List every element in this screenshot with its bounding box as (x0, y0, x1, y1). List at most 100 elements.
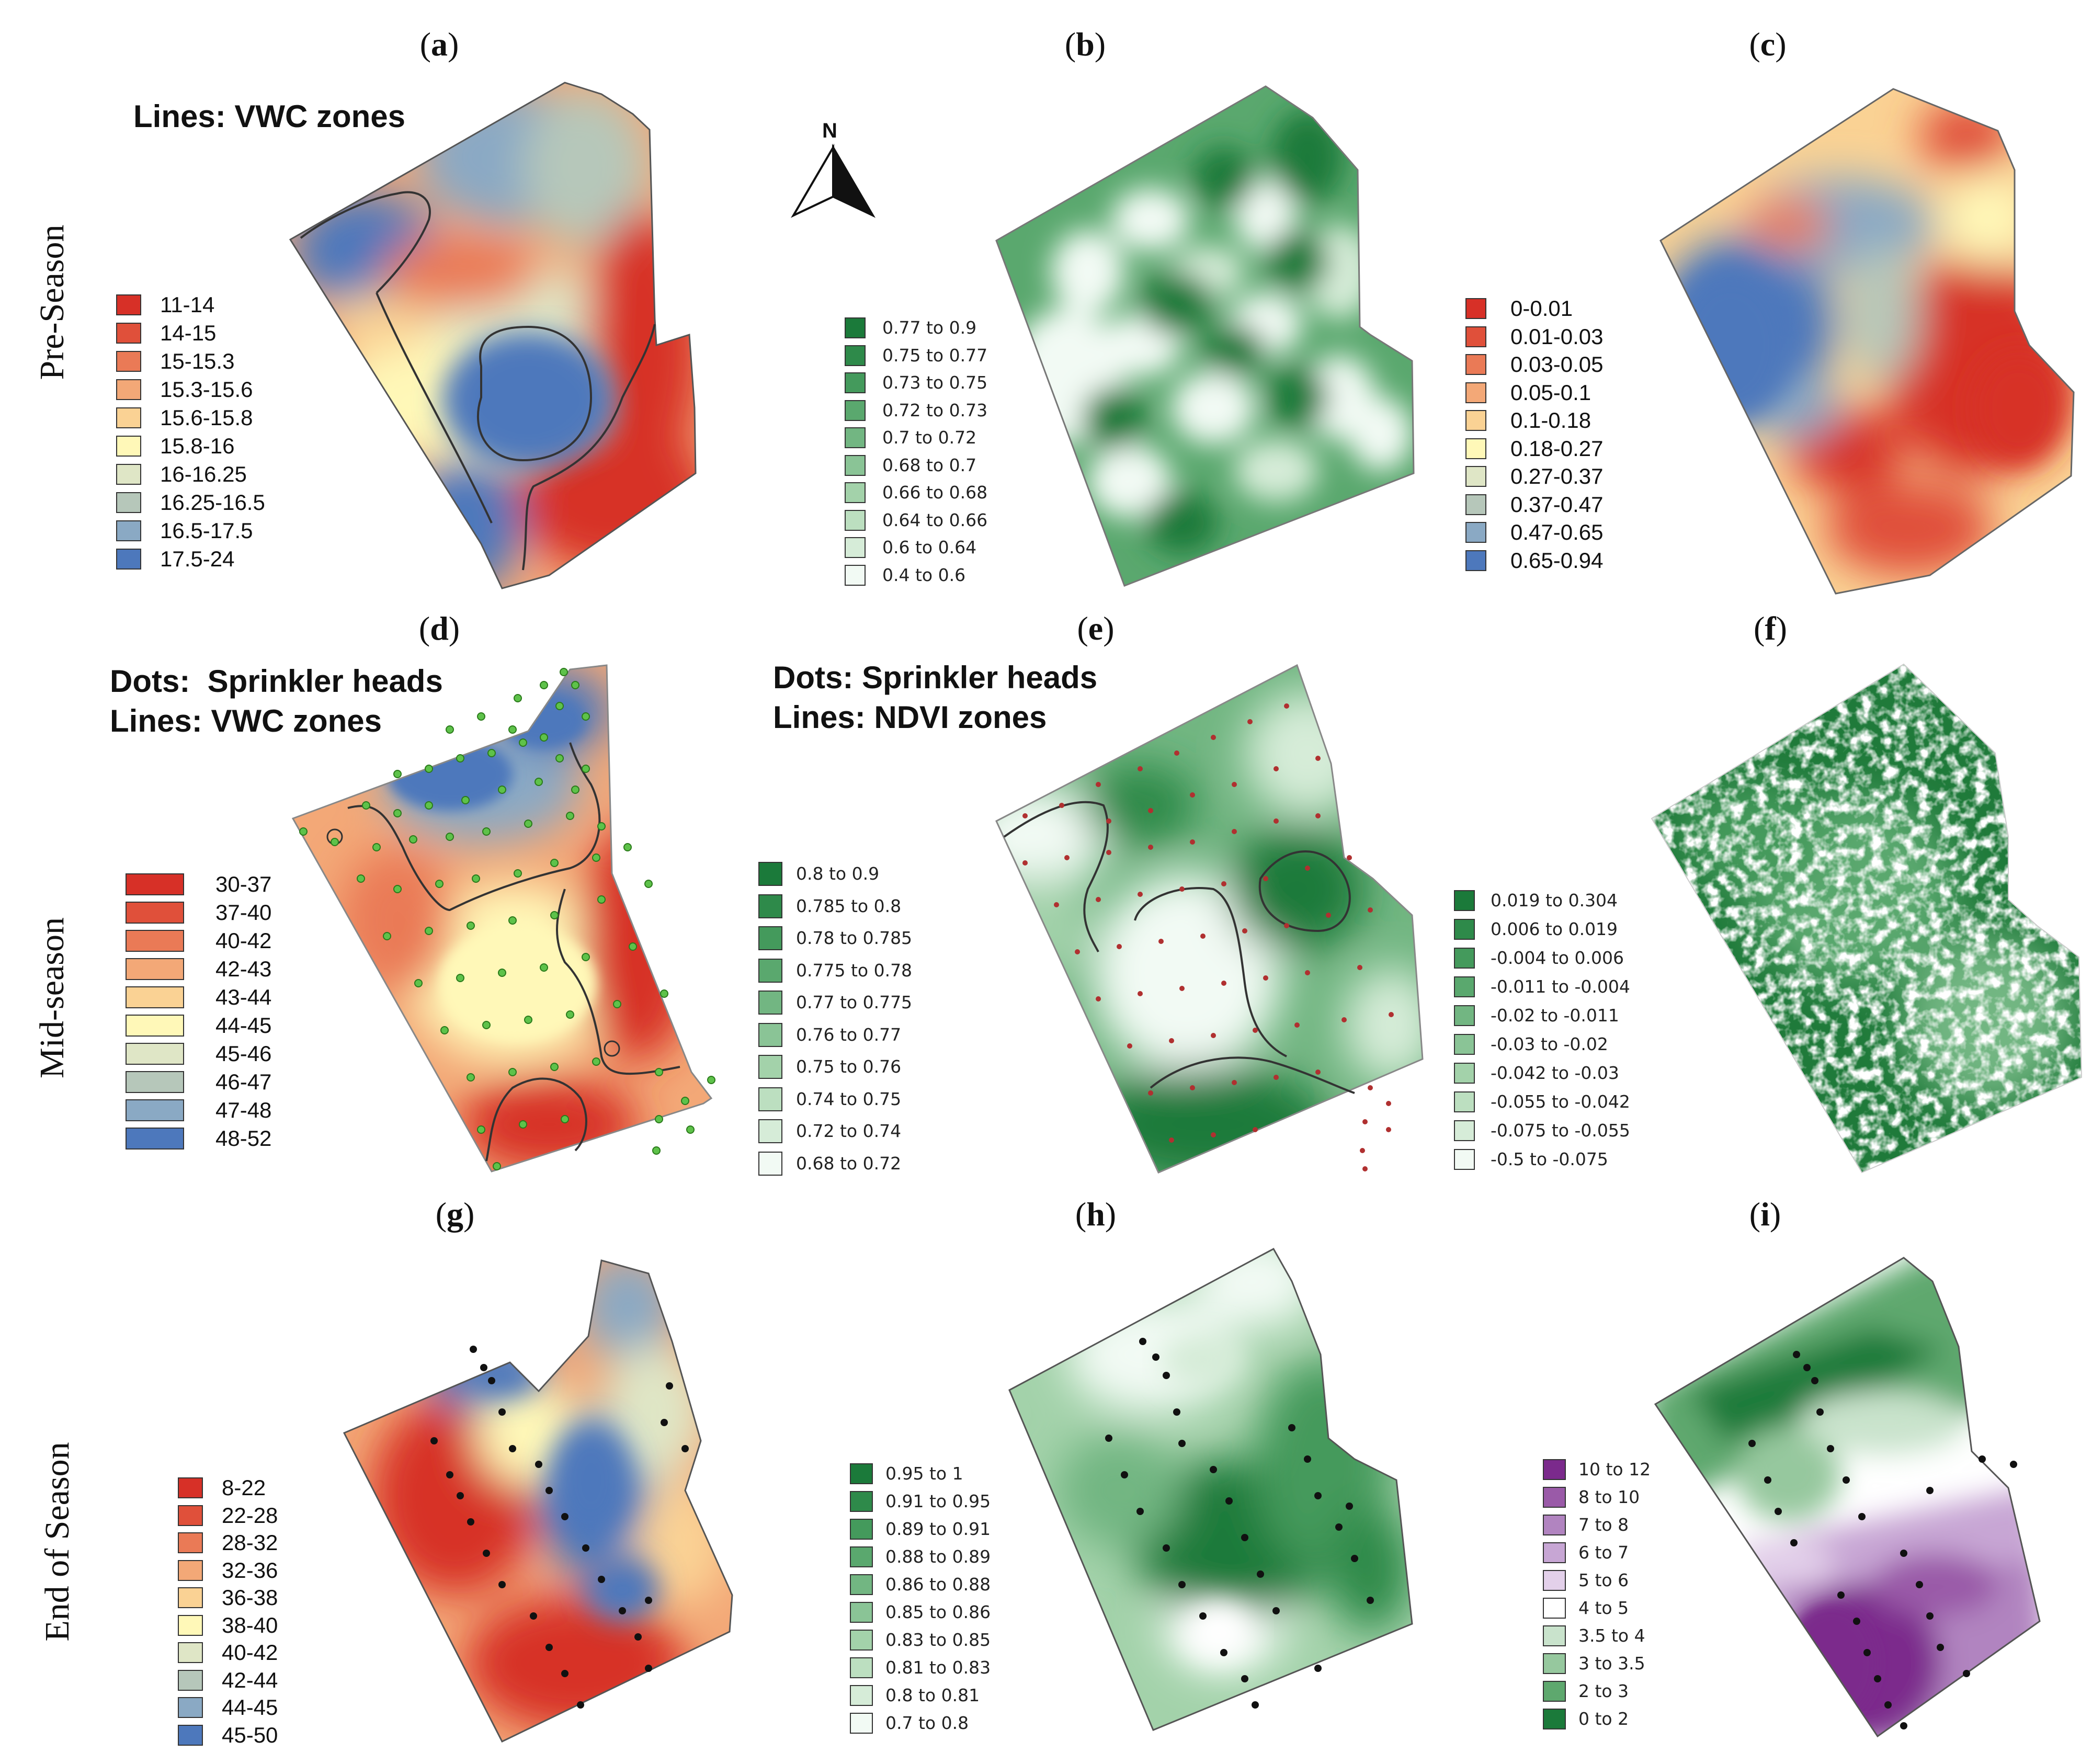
legend-e-swatch (758, 926, 782, 950)
legend-i-label: 4 to 5 (1578, 1598, 1629, 1618)
legend-g-swatch (178, 1560, 203, 1581)
legend-c-swatch (1465, 466, 1486, 487)
legend-a-swatch (116, 436, 141, 457)
legend-a-label: 15.8-16 (160, 434, 235, 458)
legend-i-swatch (1543, 1598, 1566, 1619)
legend-g-swatch (178, 1532, 203, 1553)
legend-f-label: -0.011 to -0.004 (1491, 976, 1630, 997)
legend-i-label: 2 to 3 (1578, 1681, 1629, 1701)
panel-label-i: (i) (1749, 1196, 1781, 1233)
legend-f-label: 0.006 to 0.019 (1491, 919, 1618, 939)
legend-e-label: 0.8 to 0.9 (796, 863, 880, 884)
legend-f-label: -0.5 to -0.075 (1491, 1149, 1608, 1169)
legend-g-swatch (178, 1477, 203, 1498)
legend-c-label: 0.01-0.03 (1510, 324, 1604, 349)
legend-g-swatch (178, 1505, 203, 1526)
legend-f-swatch (1454, 976, 1475, 997)
legend-b-swatch (845, 427, 866, 448)
legend-i-swatch (1543, 1681, 1566, 1702)
legend-c-label: 0.27-0.37 (1510, 464, 1604, 488)
legend-b-swatch (845, 509, 866, 531)
legend-i-swatch (1543, 1570, 1566, 1591)
legend-f-swatch (1454, 1091, 1475, 1112)
legend-d-label: 30-37 (215, 872, 272, 896)
legend-f-label: -0.03 to -0.02 (1491, 1034, 1608, 1054)
legend-b-swatch (845, 482, 866, 503)
legend-h-label: 0.91 to 0.95 (885, 1491, 991, 1511)
legend-f-swatch (1454, 1149, 1475, 1170)
annotation-e-dots: Dots: Sprinkler heads (773, 660, 1098, 695)
legend-g-swatch (178, 1614, 203, 1636)
legend-e-swatch (758, 862, 782, 886)
legend-b-swatch (845, 537, 866, 558)
legend-g-label: 28-32 (222, 1530, 278, 1555)
legend-g-swatch (178, 1587, 203, 1608)
legend-e-label: 0.77 to 0.775 (796, 992, 913, 1012)
panel-label-b: (b) (1064, 26, 1106, 63)
legend-h-swatch (850, 1657, 873, 1678)
legend-c-swatch (1465, 326, 1486, 347)
legend-b-label: 0.68 to 0.7 (882, 454, 977, 475)
legend-h-swatch (850, 1685, 873, 1706)
legend-f-label: -0.075 to -0.055 (1491, 1120, 1630, 1141)
legend-i-swatch (1543, 1653, 1566, 1674)
legend-d-swatch (126, 958, 184, 980)
legend-b-label: 0.75 to 0.77 (882, 345, 988, 366)
legend-d-swatch (126, 1128, 184, 1150)
panel-label-h: (h) (1075, 1196, 1117, 1233)
legend-h-label: 0.89 to 0.91 (885, 1519, 991, 1539)
legend-e-label: 0.75 to 0.76 (796, 1056, 902, 1077)
legend-d-swatch (126, 1043, 184, 1065)
legend-c-swatch (1465, 494, 1486, 515)
legend-f-swatch (1454, 1005, 1475, 1026)
legend-h-label: 0.85 to 0.86 (885, 1602, 991, 1622)
legend-a-label: 16.5-17.5 (160, 518, 253, 543)
panel-label-f: (f) (1754, 610, 1787, 647)
legend-a-label: 15.3-15.6 (160, 377, 253, 402)
legend-f-label: -0.055 to -0.042 (1491, 1091, 1630, 1112)
legend-b-swatch (845, 400, 866, 421)
legend-h-label: 0.81 to 0.83 (885, 1657, 991, 1678)
legend-a-swatch (116, 379, 141, 400)
legend-i-swatch (1543, 1515, 1566, 1535)
legend-d-swatch (126, 873, 184, 895)
legend-g-swatch (178, 1669, 203, 1691)
legend-h-swatch (850, 1491, 873, 1512)
legend-g-swatch (178, 1642, 203, 1663)
legend-g-label: 40-42 (222, 1640, 278, 1665)
legend-d-swatch (126, 1099, 184, 1121)
legend-b-swatch (845, 317, 866, 338)
legend-f-swatch (1454, 1120, 1475, 1141)
legend-c-swatch (1465, 522, 1486, 543)
legend-i-label: 0 to 2 (1578, 1709, 1629, 1729)
legend-b-label: 0.64 to 0.66 (882, 509, 988, 530)
legend-i-label: 3 to 3.5 (1578, 1653, 1645, 1674)
annotation-a-lines: Lines: VWC zones (133, 99, 406, 134)
legend-d-label: 45-46 (215, 1041, 272, 1066)
legend-h-label: 0.86 to 0.88 (885, 1574, 991, 1595)
panel-label-g: (g) (435, 1196, 475, 1233)
legend-i-swatch (1543, 1709, 1566, 1729)
legend-b-label: 0.4 to 0.6 (882, 564, 966, 585)
legend-d-label: 37-40 (215, 900, 272, 925)
legend-i-swatch (1543, 1459, 1566, 1480)
legend-g-label: 8-22 (222, 1475, 266, 1500)
legend-h-swatch (850, 1574, 873, 1595)
legend-i-label: 3.5 to 4 (1578, 1625, 1645, 1646)
legend-c-swatch (1465, 438, 1486, 459)
legend-a-label: 14-15 (160, 321, 217, 345)
legend-f-swatch (1454, 948, 1475, 969)
legend-e-swatch (758, 1087, 782, 1111)
legend-d-swatch (126, 986, 184, 1008)
legend-d-label: 44-45 (215, 1013, 272, 1038)
legend-e-swatch (758, 1022, 782, 1047)
legend-c-label: 0.05-0.1 (1510, 380, 1591, 405)
legend-c-label: 0-0.01 (1510, 296, 1573, 321)
legend-e-label: 0.68 to 0.72 (796, 1153, 902, 1174)
